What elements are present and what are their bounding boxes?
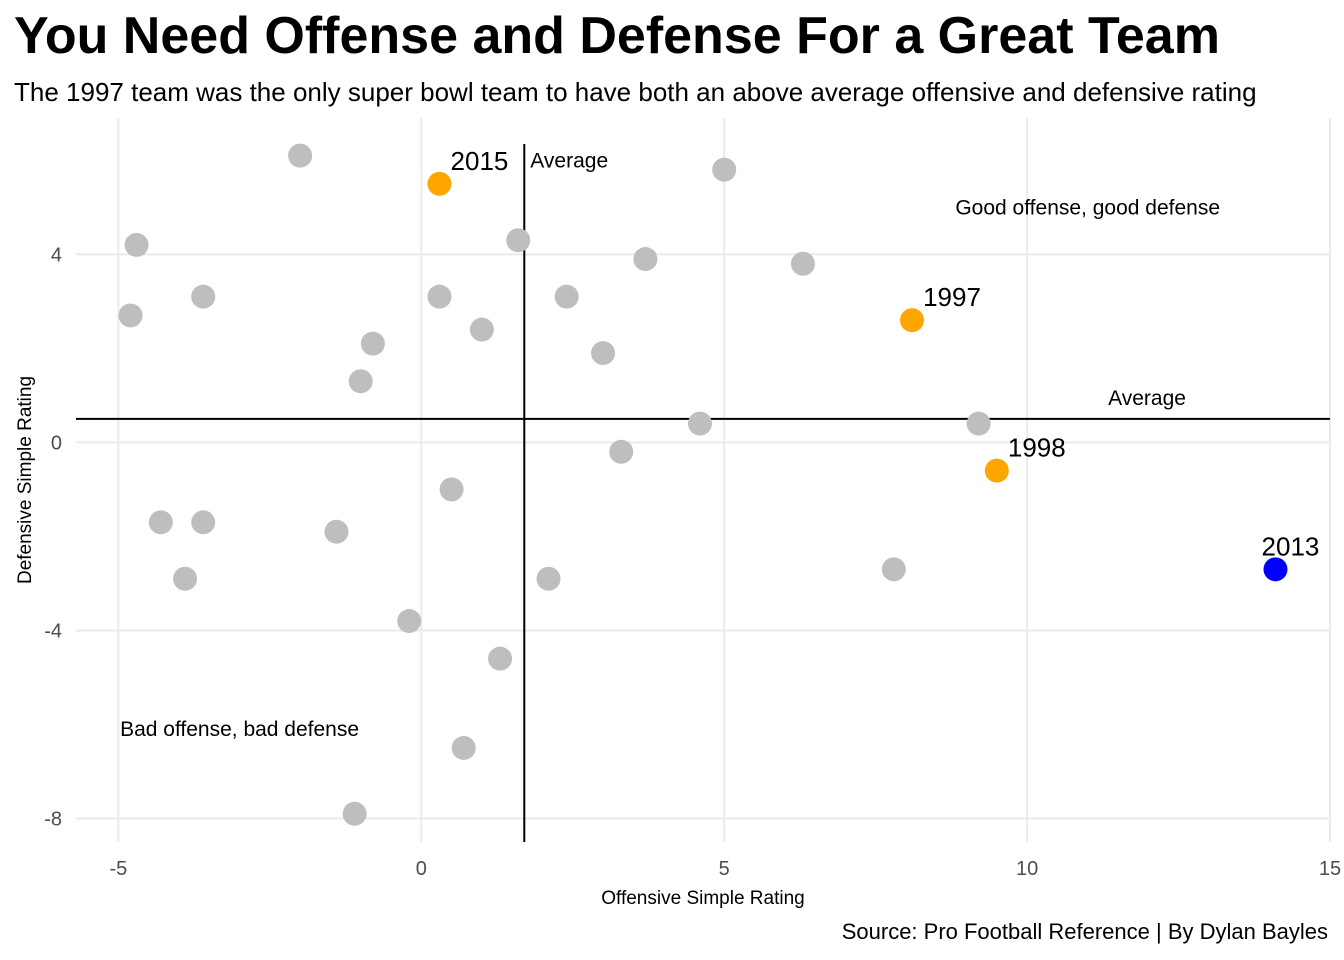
x-axis-title: Offensive Simple Rating — [601, 888, 804, 909]
axis-ticks: -5 0 5 10 15 -8 -4 0 4 — [44, 244, 1341, 880]
chart-title: You Need Offense and Defense For a Great… — [14, 7, 1220, 65]
data-point — [554, 284, 579, 309]
data-point — [469, 317, 494, 342]
y-tick-label: -8 — [44, 808, 62, 830]
data-point — [360, 331, 385, 356]
y-tick-label: 0 — [51, 432, 62, 454]
average-label-vertical: Average — [530, 149, 608, 172]
point-label: 2015 — [451, 146, 509, 176]
data-point — [609, 439, 634, 464]
data-point — [118, 303, 143, 328]
data-point — [439, 477, 464, 502]
data-point — [173, 566, 198, 591]
x-tick-label: 10 — [1016, 858, 1038, 880]
highlight-point — [984, 458, 1009, 483]
x-tick-label: -5 — [110, 858, 128, 880]
data-point — [288, 143, 313, 168]
data-point — [591, 341, 616, 366]
data-point — [348, 369, 373, 394]
data-point — [966, 411, 991, 436]
chart-subtitle: The 1997 team was the only super bowl te… — [14, 77, 1257, 107]
grid — [76, 118, 1331, 842]
data-point — [536, 566, 561, 591]
average-lines: Average Average Good offense, good defense… — [76, 144, 1330, 842]
y-tick-label: 4 — [51, 244, 62, 266]
data-point — [881, 557, 906, 582]
point-label: 1998 — [1008, 433, 1066, 463]
data-point — [687, 411, 712, 436]
data-point — [124, 232, 149, 257]
data-point — [790, 251, 815, 276]
highlight-point — [427, 171, 452, 196]
point-labels: 2015 1997 1998 2013 — [451, 146, 1320, 562]
x-tick-label: 0 — [416, 858, 427, 880]
data-point — [191, 510, 216, 535]
data-point — [451, 735, 476, 760]
data-point — [342, 801, 367, 826]
data-point — [633, 247, 658, 272]
average-label-horizontal: Average — [1108, 387, 1186, 410]
quadrant-annotation: Good offense, good defense — [955, 196, 1220, 219]
highlight-point — [1263, 557, 1288, 582]
data-point — [324, 519, 349, 544]
chart-caption: Source: Pro Football Reference | By Dyla… — [841, 919, 1328, 944]
data-point — [488, 646, 513, 671]
data-points — [118, 143, 1288, 826]
point-label: 2013 — [1262, 531, 1320, 561]
x-tick-label: 5 — [719, 858, 730, 880]
data-point — [427, 284, 452, 309]
y-tick-label: -4 — [44, 620, 62, 642]
y-axis-title: Defensive Simple Rating — [15, 376, 36, 584]
data-point — [397, 609, 422, 634]
data-point — [712, 157, 737, 182]
point-label: 1997 — [923, 282, 981, 312]
data-point — [191, 284, 216, 309]
x-tick-label: 15 — [1319, 858, 1341, 880]
quadrant-annotation: Bad offense, bad defense — [120, 718, 359, 741]
highlight-point — [900, 308, 924, 333]
data-point — [506, 228, 531, 253]
data-point — [148, 510, 173, 535]
